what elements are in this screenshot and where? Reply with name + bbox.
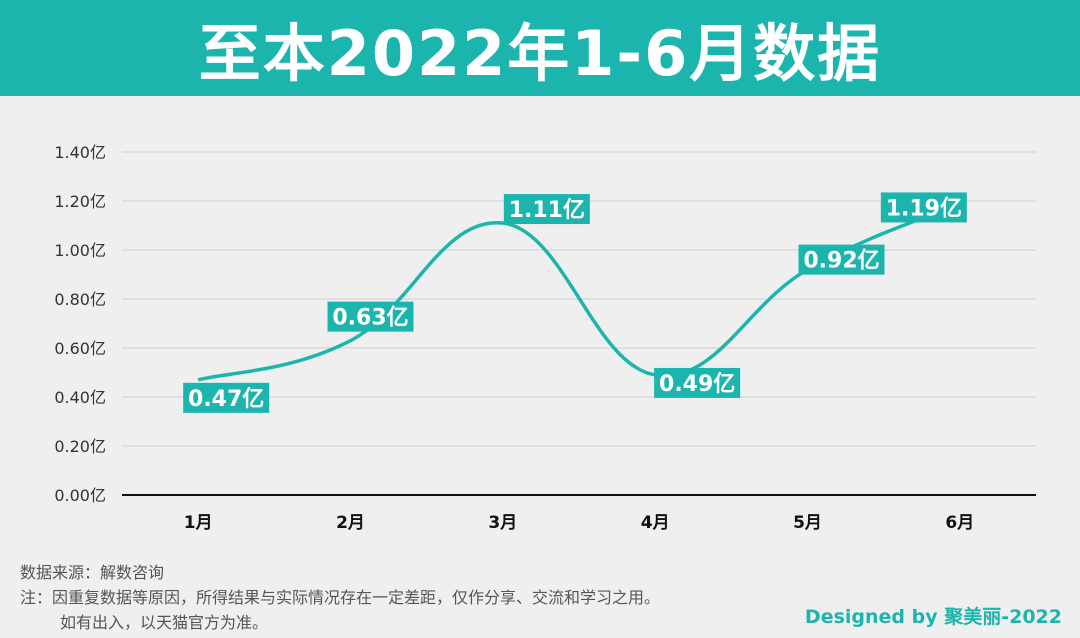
data-labels: 0.47亿 0.63亿 1.11亿 0.49亿 0.92亿 1.19亿: [183, 192, 967, 413]
y-tick-label: 0.00亿: [54, 486, 106, 505]
data-label-box: [183, 382, 270, 413]
data-label-box: [654, 367, 741, 398]
data-label: 0.63亿: [327, 301, 414, 332]
data-label-text: 0.47亿: [188, 387, 264, 412]
data-source: 数据来源：解数咨询: [20, 563, 165, 582]
data-label-box: [798, 244, 885, 275]
data-label-text: 1.11亿: [509, 198, 585, 223]
y-tick-label: 1.00亿: [54, 241, 106, 260]
line-chart: 0.00亿 0.20亿 0.40亿 0.60亿 0.80亿 1.00亿 1.20亿 1.40亿…: [54, 143, 1036, 533]
x-axis-ticks: 1月 2月 3月 4月 5月 6月: [184, 513, 975, 533]
x-tick-label: 4月: [641, 513, 670, 533]
y-tick-label: 1.40亿: [54, 143, 106, 162]
title-banner: 至本2022年1-6月数据: [0, 0, 1080, 96]
y-tick-label: 0.80亿: [54, 290, 106, 309]
y-tick-label: 0.40亿: [54, 388, 106, 407]
x-tick-label: 3月: [488, 513, 517, 533]
x-tick-label: 1月: [184, 513, 213, 533]
footer-notes: 数据来源：解数咨询 注：因重复数据等原因，所得结果与实际情况存在一定差距，仅作分…: [20, 560, 660, 635]
y-tick-label: 0.60亿: [54, 339, 106, 358]
x-tick-label: 2月: [336, 513, 365, 533]
series-line: [197, 201, 961, 382]
data-label-text: 0.92亿: [803, 249, 879, 274]
data-label: 1.11亿: [503, 194, 590, 225]
y-tick-label: 1.20亿: [54, 192, 106, 211]
data-label: 0.49亿: [654, 367, 741, 398]
y-axis-ticks: 0.00亿 0.20亿 0.40亿 0.60亿 0.80亿 1.00亿 1.20亿 1.40亿: [54, 143, 106, 505]
data-label-box: [503, 194, 590, 225]
y-tick-label: 0.20亿: [54, 437, 106, 456]
data-label-text: 0.49亿: [659, 372, 735, 397]
x-tick-label: 5月: [793, 513, 822, 533]
data-label-text: 1.19亿: [886, 196, 962, 221]
data-label-text: 0.63亿: [332, 306, 408, 331]
data-label: 0.47亿: [183, 382, 270, 413]
data-label: 0.92亿: [798, 244, 885, 275]
designer-credit: Designed by 聚美丽-2022: [804, 606, 1062, 628]
data-label-box: [327, 301, 414, 332]
data-label-box: [880, 192, 967, 223]
note-line-1: 注：因重复数据等原因，所得结果与实际情况存在一定差距，仅作分享、交流和学习之用。: [20, 588, 661, 607]
data-label: 1.19亿: [880, 192, 967, 223]
x-tick-label: 6月: [945, 513, 974, 533]
page-title: 至本2022年1-6月数据: [198, 17, 882, 90]
note-line-2: 如有出入，以天猫官方为准。: [60, 613, 269, 632]
